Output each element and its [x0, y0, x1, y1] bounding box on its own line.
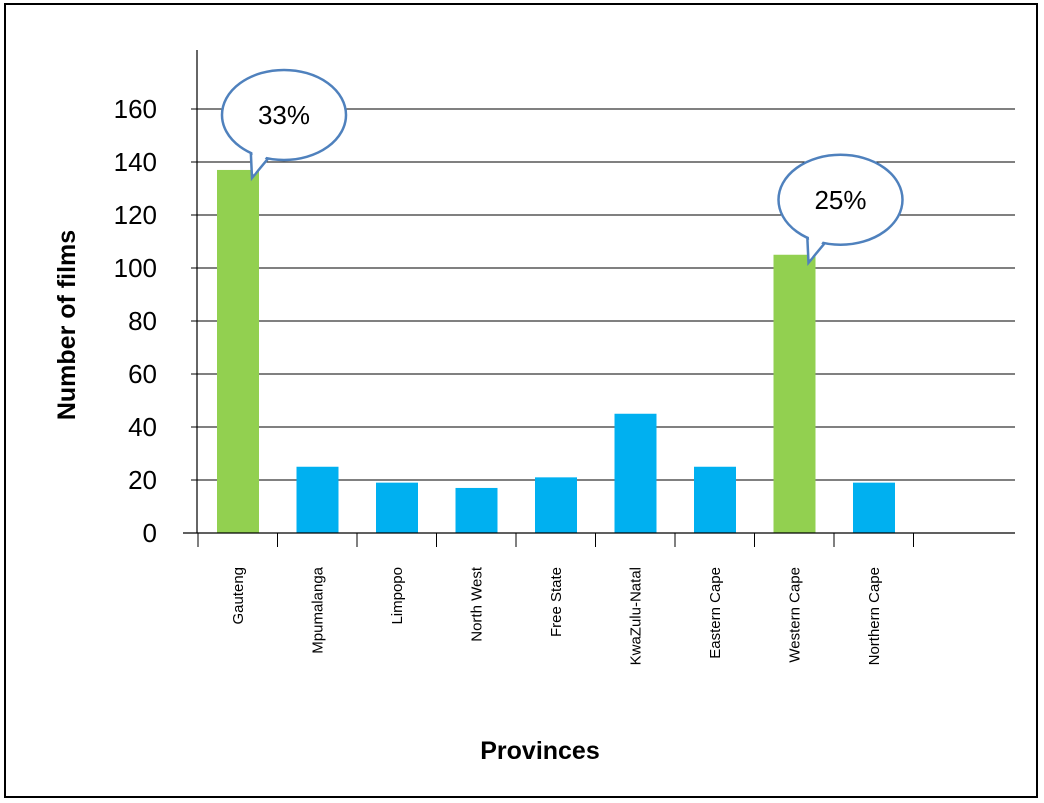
x-category-label: Northern Cape — [866, 567, 883, 665]
callouts: 33% 25% — [220, 68, 904, 267]
y-axis-title: Number of films — [53, 230, 81, 420]
chart-frame — [4, 3, 1038, 798]
bar-free-state — [535, 477, 577, 533]
callout-text: 25% — [814, 185, 866, 215]
y-tick-label: 40 — [128, 412, 157, 442]
bars — [217, 169, 895, 533]
x-category-label: Eastern Cape — [707, 567, 724, 659]
y-tick-label: 120 — [114, 200, 157, 230]
callout-gauteng: 33% — [220, 68, 348, 182]
x-axis-title: Provinces — [480, 737, 600, 765]
y-tick-label: 20 — [128, 465, 157, 495]
x-category-label: Mpumalanga — [310, 566, 327, 653]
y-tick-label: 80 — [128, 306, 157, 336]
bar-northern-cape — [853, 482, 895, 533]
y-tick-label: 140 — [114, 147, 157, 177]
bar-eastern-cape — [694, 466, 736, 533]
y-tick-label: 160 — [114, 94, 157, 124]
callout-text: 33% — [258, 100, 310, 130]
callout-tail-fill — [807, 217, 831, 259]
x-category-label: Western Cape — [787, 567, 804, 663]
bar-kwazulu-natal — [614, 413, 657, 533]
y-tick-label: 100 — [114, 253, 157, 283]
axes — [183, 50, 1015, 547]
y-tick-label: 0 — [143, 518, 157, 548]
bar-limpopo — [376, 482, 418, 533]
x-category-label: KwaZulu-Natal — [628, 567, 645, 665]
x-category-label: Limpopo — [389, 567, 406, 625]
x-category-label: Gauteng — [230, 567, 247, 625]
x-category-label: Free State — [548, 567, 565, 637]
bar-western-cape — [773, 254, 816, 533]
bar-gauteng — [217, 169, 259, 533]
y-tick-label: 60 — [128, 359, 157, 389]
bar-mpumalanga — [296, 466, 339, 533]
callout-tail-fill — [251, 132, 274, 174]
labels: 0 20 40 60 80 100 120 140 160 Gauteng Mpumalanga Li… — [114, 94, 883, 665]
callout-western-cape: 25% — [777, 153, 904, 267]
gridlines — [197, 108, 1015, 481]
x-category-label: North West — [469, 566, 486, 642]
bar-north-west — [455, 487, 498, 533]
